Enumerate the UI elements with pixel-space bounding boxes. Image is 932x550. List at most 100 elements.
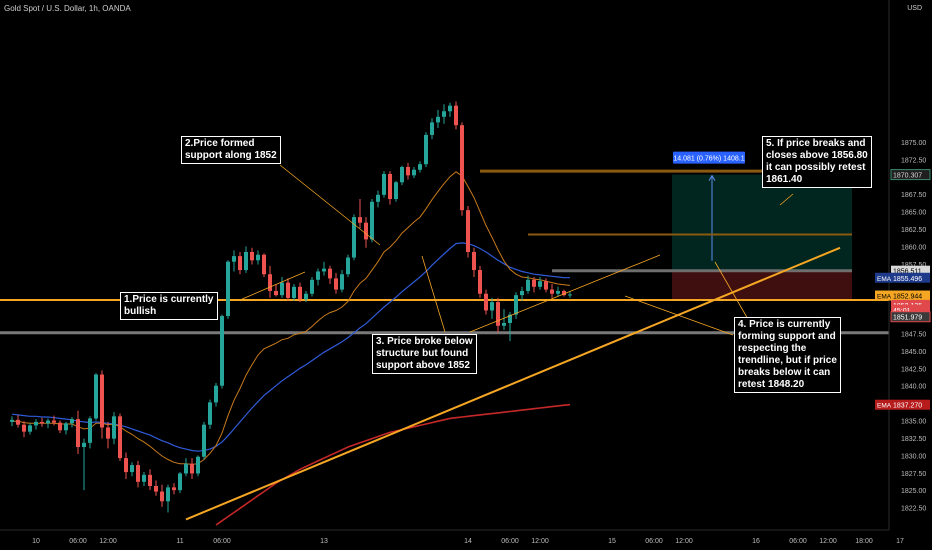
candle-body (196, 456, 200, 474)
candle (172, 483, 176, 495)
candle-body (358, 217, 362, 223)
ema-tag: EMA (877, 276, 892, 283)
candle (112, 412, 116, 445)
candle (124, 452, 128, 480)
candle (196, 455, 200, 477)
candle-body (208, 402, 212, 425)
y-tick-label: 1872.50 (901, 157, 926, 164)
candle (334, 272, 338, 294)
annotation-arrows (239, 164, 794, 341)
ema-tag-box (875, 399, 892, 410)
candle (448, 102, 452, 117)
x-tick-label: 12:00 (531, 538, 549, 545)
candle (82, 438, 86, 491)
candle (154, 480, 158, 496)
candle-body (118, 416, 122, 459)
x-tick-label: 18:00 (855, 538, 873, 545)
candle-body (28, 425, 32, 432)
candle-body (160, 491, 164, 502)
y-tick-label: 1840.00 (901, 384, 926, 391)
candle-body (526, 279, 530, 291)
ema-tag-box (875, 272, 892, 283)
annotation-note-2[interactable]: 2.Price formed support along 1852 (181, 136, 281, 164)
x-tick-label: 11 (176, 538, 183, 545)
candle (130, 462, 134, 477)
candle-body (82, 442, 86, 447)
candle-body (172, 487, 176, 491)
candle (454, 101, 458, 130)
trendline[interactable] (185, 246, 841, 521)
x-tick-label: 14 (464, 538, 472, 545)
candle (16, 414, 20, 428)
candle (406, 162, 410, 180)
candle (478, 265, 482, 298)
candle-body (466, 210, 470, 252)
y-tick-label: 1832.50 (901, 436, 926, 443)
candle-body (220, 316, 224, 386)
ema-blue-line (11, 242, 570, 452)
annotation-note-4[interactable]: 4. Price is currently forming support an… (734, 317, 841, 393)
candle (472, 247, 476, 278)
annotation-note-5[interactable]: 5. If price breaks and closes above 1856… (762, 136, 872, 188)
candle-body (334, 278, 338, 290)
currency-label: USD (907, 5, 922, 12)
candle-body (10, 419, 14, 422)
position-profit-zone (672, 174, 852, 271)
candle (304, 290, 308, 303)
candle-body (436, 116, 440, 123)
candle-body (166, 487, 170, 502)
candle (166, 484, 170, 513)
chart-title: Gold Spot / U.S. Dollar, 1h, OANDA (4, 4, 131, 13)
position-arrow-head (708, 174, 716, 181)
candle (502, 309, 506, 330)
candle (280, 277, 284, 298)
y-tick-label: 1835.00 (901, 419, 926, 426)
candle (58, 420, 62, 434)
candle (10, 416, 14, 427)
candle-body (352, 217, 356, 258)
candle-body (202, 424, 206, 457)
candle-body (154, 485, 158, 492)
candle (358, 199, 362, 229)
annotation-note-1[interactable]: 1.Price is currently bullish (120, 292, 218, 320)
price-tags: 1870.3071856.5111855.4961852.9441852.135… (875, 169, 931, 410)
candle (286, 278, 290, 301)
candle (352, 214, 356, 261)
ema-lines (11, 171, 571, 526)
candle-body (136, 465, 140, 482)
candle (40, 417, 44, 427)
candle-body (382, 173, 386, 195)
candle (316, 268, 320, 286)
x-tick-label: 17 (896, 538, 904, 545)
y-tick-label: 1865.00 (901, 210, 926, 217)
candle (208, 399, 212, 429)
price-tag: 1870.307 (893, 173, 922, 180)
candle (250, 247, 254, 265)
candle-body (484, 293, 488, 311)
position-label-box (673, 151, 745, 164)
candle-body (490, 302, 494, 311)
candle (394, 180, 398, 202)
price-tag-box (891, 290, 930, 301)
annotation-note-3[interactable]: 3. Price broke below structure but found… (372, 334, 477, 374)
candle-body (256, 254, 260, 261)
candle-body (550, 289, 554, 294)
candle (106, 421, 110, 449)
y-tick-label: 1847.50 (901, 331, 926, 338)
price-tag-box (890, 169, 931, 181)
candle-body (322, 268, 326, 272)
candle-body (508, 314, 512, 323)
x-tick-label: 06:00 (501, 538, 519, 545)
long-position-tool[interactable]: 14.081 (0.76%) 1408.1 (672, 151, 852, 301)
candle-body (370, 201, 374, 240)
candle (244, 246, 248, 273)
candle-body (76, 419, 80, 447)
candle (184, 458, 188, 477)
candle-body (502, 323, 506, 326)
candle-body (130, 465, 134, 473)
candle-body (544, 281, 548, 290)
candle (436, 109, 440, 128)
candle (136, 460, 140, 488)
price-tag: 1851.979 (893, 315, 922, 322)
